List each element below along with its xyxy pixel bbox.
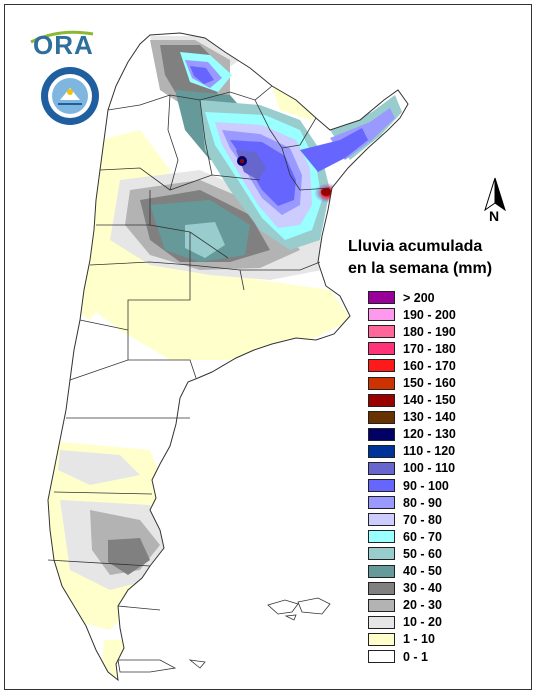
legend-label: 50 - 60 [403,546,442,561]
legend-swatch [368,359,395,373]
legend-label: 110 - 120 [403,444,456,459]
legend-item: 160 - 170 [368,357,456,374]
malvinas-islands [267,597,331,621]
legend-item: 120 - 130 [368,426,456,443]
legend-swatch [368,444,395,458]
legend-item: 0 - 1 [368,648,456,665]
legend-swatch [368,461,395,475]
legend-label: 80 - 90 [403,495,442,510]
legend-swatch [368,427,395,441]
legend-title-line-2: en la semana (mm) [348,260,493,277]
legend-item: > 200 [368,289,456,306]
legend-item: 90 - 100 [368,477,456,494]
legend-item: 1 - 10 [368,631,456,648]
legend-swatch [368,598,395,612]
legend-swatch [368,513,395,527]
legend-item: 20 - 30 [368,597,456,614]
legend-item: 190 - 200 [368,306,456,323]
legend-swatch [368,496,395,510]
legend-swatch [368,632,395,646]
legend-swatch [368,308,395,322]
legend-label: 10 - 20 [403,615,442,630]
legend-label: 120 - 130 [403,427,456,442]
legend-item: 70 - 80 [368,511,456,528]
legend-swatch [368,376,395,390]
legend-label: 0 - 1 [403,649,429,664]
legend-item: 80 - 90 [368,494,456,511]
legend-item: 140 - 150 [368,392,456,409]
legend-swatch [368,547,395,561]
legend-title: Lluvia acumulada en la semana (mm) [348,236,492,280]
north-arrow-icon [484,177,506,212]
legend-swatch [368,291,395,305]
legend-label: 160 - 170 [403,358,456,373]
legend-label: > 200 [403,290,435,305]
north-label: N [489,208,500,224]
legend-swatch [368,410,395,424]
legend-item: 110 - 120 [368,443,456,460]
legend-swatch [368,615,395,629]
legend-item: 50 - 60 [368,545,456,562]
ora-logo-swoosh [30,30,94,44]
legend-swatch [368,393,395,407]
legend-swatch [368,342,395,356]
tierra-del-fuego [117,659,206,673]
legend-label: 180 - 190 [403,324,456,339]
ora-logo-text: ORA [33,30,94,60]
legend-swatch [368,325,395,339]
legend-label: 130 - 140 [403,410,456,425]
legend-item: 130 - 140 [368,409,456,426]
legend-item: 180 - 190 [368,323,456,340]
legend-label: 100 - 110 [403,461,456,476]
legend-label: 190 - 200 [403,307,456,322]
legend-swatch [368,650,395,664]
legend-list: > 200 190 - 200 180 - 190 170 - 180 160 - 17… [368,289,456,665]
legend-item: 60 - 70 [368,528,456,545]
legend-item: 10 - 20 [368,614,456,631]
legend-label: 1 - 10 [403,632,435,647]
legend-label: 140 - 150 [403,393,456,408]
legend-swatch [368,564,395,578]
legend-swatch [368,581,395,595]
legend-label: 150 - 160 [403,376,456,391]
legend-label: 90 - 100 [403,478,449,493]
legend-title-line-1: Lluvia acumulada [348,238,483,255]
legend-label: 40 - 50 [403,564,442,579]
legend-label: 20 - 30 [403,598,442,613]
legend-item: 170 - 180 [368,340,456,357]
province-boundaries [47,32,409,682]
legend-item: 40 - 50 [368,563,456,580]
legend-item: 30 - 40 [368,580,456,597]
legend-item: 100 - 110 [368,460,456,477]
legend-label: 60 - 70 [403,529,442,544]
north-arrow: N [480,176,510,226]
legend-label: 170 - 180 [403,341,456,356]
legend-swatch [368,479,395,493]
legend-label: 70 - 80 [403,512,442,527]
legend-swatch [368,530,395,544]
legend-label: 30 - 40 [403,581,442,596]
ora-logo: ORA [30,30,94,61]
legend-item: 150 - 160 [368,374,456,391]
smn-seal-icon [41,67,99,125]
